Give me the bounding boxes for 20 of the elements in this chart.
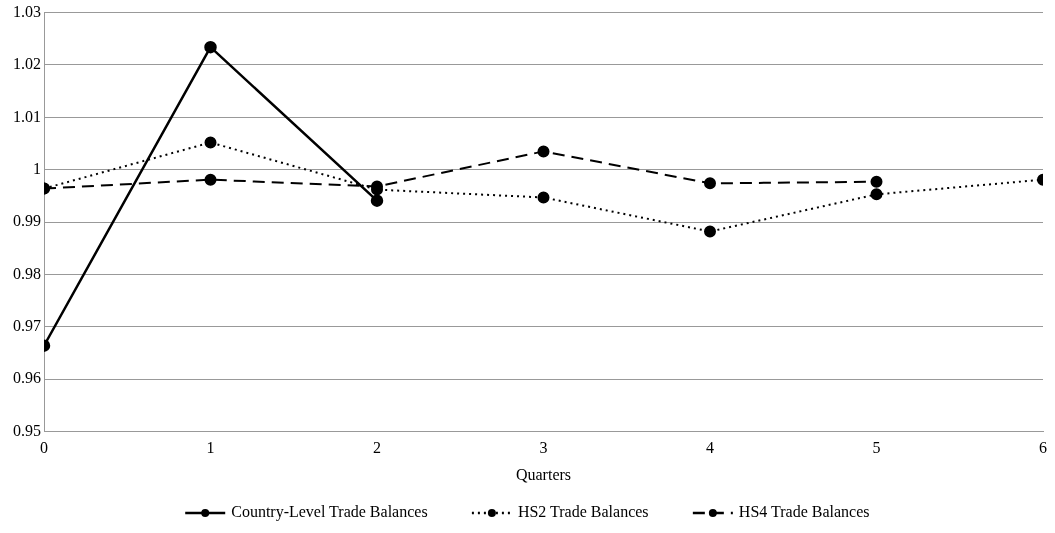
- legend-label: HS2 Trade Balances: [517, 503, 649, 521]
- y-tick-label: 0.97: [13, 317, 41, 335]
- legend-label: HS4 Trade Balances: [738, 503, 870, 521]
- y-tick-label: 0.98: [13, 264, 41, 282]
- y-tick-label: 1.03: [13, 2, 41, 20]
- legend-label: Country-Level Trade Balances: [231, 503, 428, 522]
- y-tick-label: 1.01: [13, 107, 41, 125]
- x-tick-label: 4: [706, 439, 714, 457]
- x-tick-label: 2: [373, 439, 381, 457]
- y-tick-label: 1.02: [13, 55, 41, 73]
- y-tick-label: 0.99: [13, 212, 41, 230]
- y-tick-label: 1: [33, 159, 41, 177]
- x-tick-label: 0: [40, 439, 48, 457]
- y-tick-label: 0.95: [13, 421, 41, 439]
- x-tick-label: 5: [872, 439, 881, 457]
- x-tick-label: 1: [206, 439, 215, 457]
- y-tick-label: 0.96: [13, 369, 41, 387]
- x-tick-label: 3: [539, 439, 548, 457]
- x-tick-label: 6: [1039, 439, 1047, 457]
- x-axis-title: Quarters: [515, 465, 572, 483]
